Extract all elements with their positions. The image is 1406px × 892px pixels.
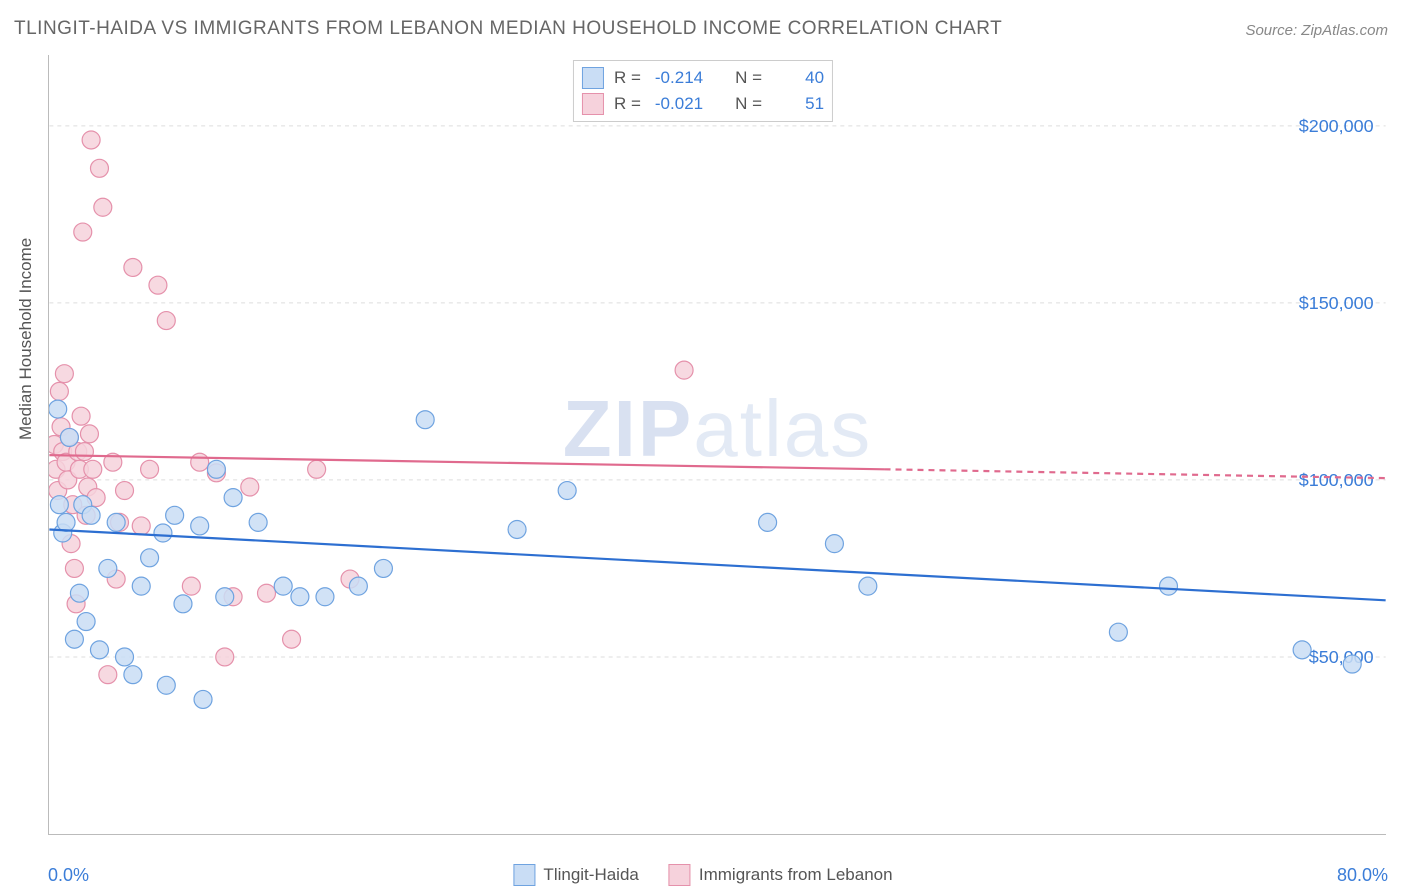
- n-value-pink: 51: [776, 94, 824, 114]
- source-label: Source: ZipAtlas.com: [1245, 22, 1388, 39]
- legend-swatch-blue: [582, 67, 604, 89]
- plot-svg: $50,000 $100,000 $150,000 $200,000: [49, 55, 1386, 834]
- n-label-2: N =: [735, 94, 762, 114]
- n-value-blue: 40: [776, 68, 824, 88]
- legend-label-pink: Immigrants from Lebanon: [699, 865, 893, 885]
- chart-container: TLINGIT-HAIDA VS IMMIGRANTS FROM LEBANON…: [0, 0, 1406, 892]
- x-axis-min-label: 0.0%: [48, 865, 89, 886]
- correlation-legend: R = -0.214 N = 40 R = -0.021 N = 51: [573, 60, 833, 122]
- n-label: N =: [735, 68, 762, 88]
- legend-label-blue: Tlingit-Haida: [543, 865, 638, 885]
- y-axis-label: Median Household Income: [16, 238, 36, 440]
- r-label-2: R =: [614, 94, 641, 114]
- x-axis-max-label: 80.0%: [1337, 865, 1388, 886]
- svg-text:$200,000: $200,000: [1299, 116, 1374, 136]
- legend-item-blue: Tlingit-Haida: [513, 864, 638, 886]
- chart-title: TLINGIT-HAIDA VS IMMIGRANTS FROM LEBANON…: [14, 18, 1002, 40]
- r-value-blue: -0.214: [655, 68, 703, 88]
- r-label: R =: [614, 68, 641, 88]
- legend-swatch-pink: [582, 93, 604, 115]
- legend-swatch-pink-2: [669, 864, 691, 886]
- svg-text:$50,000: $50,000: [1309, 647, 1374, 667]
- legend-item-pink: Immigrants from Lebanon: [669, 864, 893, 886]
- plot-area: ZIPatlas $50,000$100,000$150,000$200,000: [48, 55, 1386, 835]
- legend-row-blue: R = -0.214 N = 40: [582, 65, 824, 91]
- series-legend: Tlingit-Haida Immigrants from Lebanon: [513, 864, 892, 886]
- svg-text:$150,000: $150,000: [1299, 293, 1374, 313]
- legend-row-pink: R = -0.021 N = 51: [582, 91, 824, 117]
- svg-text:$100,000: $100,000: [1299, 470, 1374, 490]
- legend-swatch-blue-2: [513, 864, 535, 886]
- r-value-pink: -0.021: [655, 94, 703, 114]
